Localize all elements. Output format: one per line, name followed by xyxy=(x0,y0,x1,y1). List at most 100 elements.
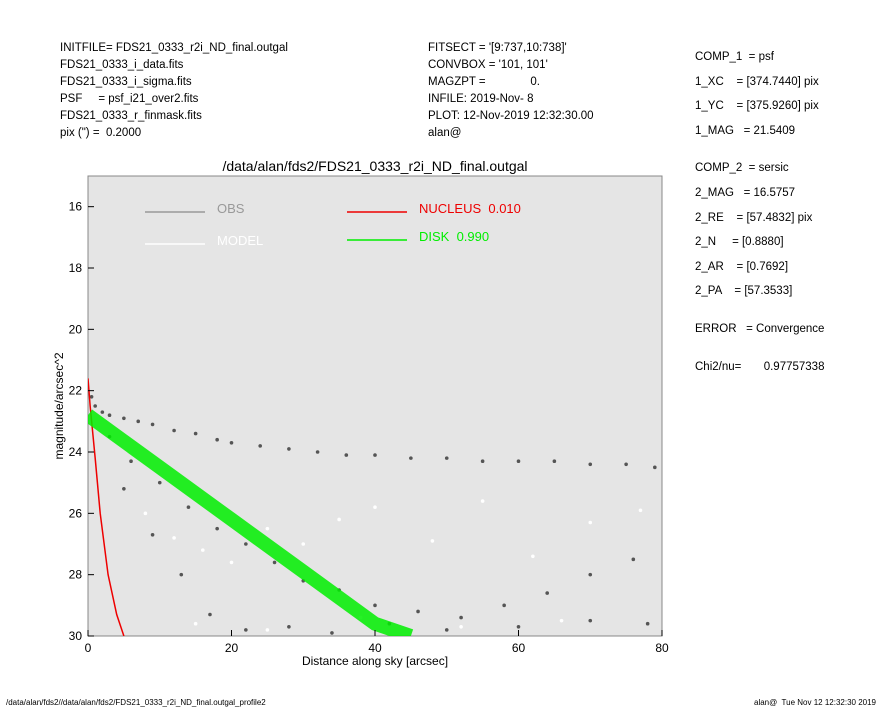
header-line: FDS21_0333_i_data.fits xyxy=(60,59,184,71)
data-point xyxy=(330,631,334,635)
header-line: 2_PA = [57.3533] xyxy=(695,285,793,298)
data-point xyxy=(172,536,176,540)
data-point xyxy=(272,560,277,565)
header-line: 1_XC = [374.7440] pix xyxy=(695,75,819,88)
data-point xyxy=(179,572,184,577)
x-tick-label: 60 xyxy=(512,641,526,655)
data-point xyxy=(588,572,593,577)
legend-label: OBS xyxy=(217,201,245,216)
y-tick-label: 28 xyxy=(69,568,83,582)
header-line: 2_N = [0.8880] xyxy=(695,236,784,249)
data-point xyxy=(193,431,198,436)
data-point xyxy=(122,487,126,491)
y-tick-label: 20 xyxy=(69,322,83,336)
data-point xyxy=(157,480,162,485)
data-point xyxy=(545,591,549,595)
data-point xyxy=(215,437,219,442)
data-point xyxy=(287,447,291,451)
data-point xyxy=(416,609,420,614)
model-band xyxy=(88,409,414,636)
data-point xyxy=(344,453,349,457)
data-point xyxy=(172,428,176,433)
y-tick-label: 26 xyxy=(69,506,83,520)
header-line: FDS21_0333_i_sigma.fits xyxy=(60,76,192,88)
data-point xyxy=(122,416,126,421)
data-point xyxy=(265,628,270,632)
model-line xyxy=(88,378,125,636)
header-line: 2_AR = [0.7692] xyxy=(695,260,789,273)
header-line: MAGZPT = 0. xyxy=(428,76,540,88)
x-tick-label: 40 xyxy=(368,641,382,655)
data-point xyxy=(229,441,234,445)
x-axis-label: Distance along sky [arcsec] xyxy=(302,654,448,668)
header-left: INITFILE= FDS21_0333_r2i_ND_final.outgal… xyxy=(60,40,288,142)
data-point xyxy=(588,462,593,467)
data-point xyxy=(208,612,212,617)
data-point xyxy=(645,621,650,626)
data-point xyxy=(287,625,291,629)
y-tick-label: 30 xyxy=(69,629,83,643)
y-tick-label: 16 xyxy=(69,200,83,214)
data-point xyxy=(480,459,485,464)
data-point xyxy=(552,459,557,464)
header-line: 1_YC = [375.9260] pix xyxy=(695,100,819,113)
data-point xyxy=(444,456,449,460)
data-point xyxy=(444,628,449,632)
footer-left: /data/alan/fds2//data/alan/fds2/FDS21_03… xyxy=(6,698,266,707)
data-point xyxy=(265,526,270,531)
data-point xyxy=(638,508,643,513)
header-line: pix (") = 0.2000 xyxy=(60,127,142,139)
data-point xyxy=(201,548,205,552)
header-line: FITSECT = '[9:737,10:738]' xyxy=(428,42,567,54)
data-point xyxy=(588,520,593,525)
header-line: 2_MAG = 16.5757 xyxy=(695,186,796,199)
y-tick-label: 24 xyxy=(69,445,83,459)
data-point xyxy=(186,505,191,510)
data-point xyxy=(624,462,628,467)
data-point xyxy=(143,511,148,516)
header-line: ERROR = Convergence xyxy=(695,322,825,335)
x-tick-label: 80 xyxy=(655,641,669,655)
legend-label: NUCLEUS 0.010 xyxy=(419,201,521,216)
header-line: INITFILE= FDS21_0333_r2i_ND_final.outgal xyxy=(60,42,288,54)
data-point xyxy=(315,450,320,454)
data-point xyxy=(373,505,377,510)
data-point xyxy=(516,459,521,464)
y-tick-label: 22 xyxy=(69,384,83,398)
data-point xyxy=(337,517,341,522)
header-line: CONVBOX = '101, 101' xyxy=(428,59,548,71)
data-point xyxy=(89,395,94,399)
data-point xyxy=(588,618,593,623)
data-point xyxy=(459,625,463,629)
data-point xyxy=(301,542,306,546)
data-point xyxy=(229,560,234,565)
data-point xyxy=(502,603,506,608)
data-point xyxy=(653,465,657,470)
legend-label: MODEL xyxy=(217,233,263,248)
header-right: COMP_1 = psf 1_XC = [374.7440] pix 1_YC = … xyxy=(695,49,824,383)
data-point xyxy=(459,615,463,620)
y-axis-label: magnitude/arcsec^2 xyxy=(52,352,66,459)
header-line: PSF = psf_i21_over2.fits xyxy=(60,93,199,105)
data-point xyxy=(129,459,133,464)
header-line: 2_RE = [57.4832] pix xyxy=(695,211,813,224)
data-point xyxy=(373,453,377,457)
data-point xyxy=(100,410,105,414)
header-line: FDS21_0333_r_finmask.fits xyxy=(60,110,202,122)
plot-background xyxy=(87,175,663,637)
x-tick-label: 0 xyxy=(85,641,92,655)
data-point xyxy=(409,456,413,460)
header-middle: FITSECT = '[9:737,10:738]' CONVBOX = '101… xyxy=(428,40,594,142)
chart-title: /data/alan/fds2/FDS21_0333_r2i_ND_final.… xyxy=(222,158,527,174)
data-point xyxy=(430,539,435,543)
header-line: Chi2/nu= 0.97757338 xyxy=(695,360,825,373)
data-point xyxy=(258,444,263,448)
data-point xyxy=(373,603,377,608)
header-line: PLOT: 12-Nov-2019 12:32:30.00 xyxy=(428,110,594,122)
data-point xyxy=(516,625,521,629)
data-point xyxy=(531,554,535,559)
data-point xyxy=(215,526,219,531)
data-point xyxy=(559,618,564,623)
